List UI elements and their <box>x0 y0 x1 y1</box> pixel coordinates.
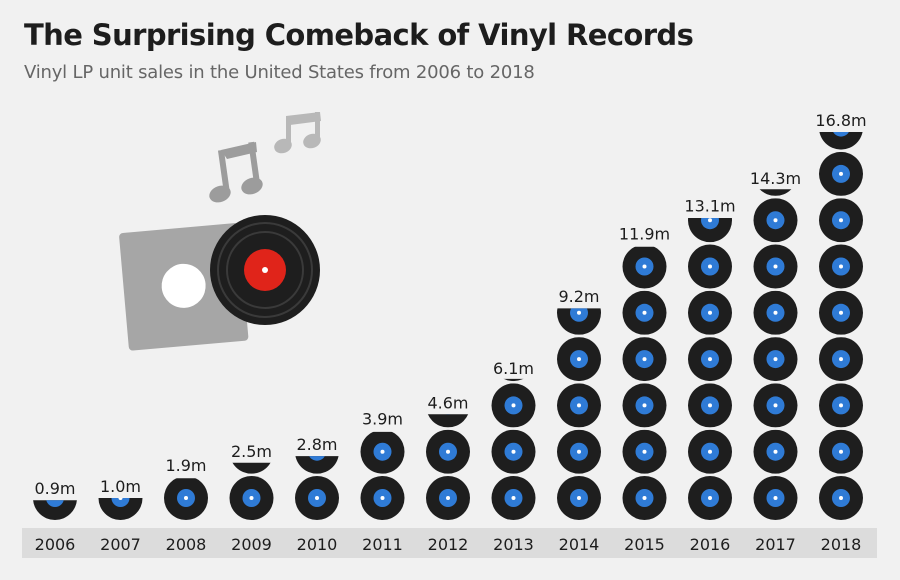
vinyl-record <box>426 476 470 520</box>
vinyl-record <box>232 462 271 474</box>
x-tick-label: 2018 <box>821 535 862 554</box>
x-tick-label: 2016 <box>690 535 731 554</box>
vinyl-record <box>688 218 732 243</box>
record-stack <box>491 378 536 520</box>
vinyl-record <box>688 476 732 520</box>
value-label: 3.9m <box>362 410 403 429</box>
vinyl-record <box>819 290 863 335</box>
x-tick-label: 2010 <box>297 535 338 554</box>
record-stack <box>622 246 667 520</box>
x-tick-label: 2006 <box>35 535 76 554</box>
vinyl-record <box>622 429 667 474</box>
vinyl-record <box>753 383 798 428</box>
value-label: 14.3m <box>750 169 801 188</box>
vinyl-record <box>491 476 536 520</box>
vinyl-record <box>164 478 208 520</box>
vinyl-record <box>819 429 863 474</box>
x-tick-label: 2017 <box>755 535 796 554</box>
vinyl-record <box>295 456 339 474</box>
record-stack <box>33 500 77 520</box>
vinyl-record <box>229 476 274 520</box>
record-stack <box>753 189 798 520</box>
value-label: 0.9m <box>34 479 75 498</box>
music-note-icon <box>209 141 263 203</box>
vinyl-record <box>557 308 601 335</box>
chart-title: The Surprising Comeback of Vinyl Records <box>24 18 694 52</box>
vinyl-record <box>557 429 601 474</box>
vinyl-record <box>753 476 798 520</box>
value-label: 13.1m <box>684 197 735 216</box>
x-tick-label: 2011 <box>362 535 403 554</box>
x-tick-label: 2007 <box>100 535 141 554</box>
vinyl-record <box>688 337 732 382</box>
vinyl-record <box>819 151 863 196</box>
chart-subtitle: Vinyl LP unit sales in the United States… <box>24 62 535 83</box>
x-tick-label: 2009 <box>231 535 272 554</box>
record-stack <box>229 462 274 520</box>
vinyl-record <box>753 244 798 289</box>
vinyl-record <box>360 431 405 474</box>
x-axis-band <box>22 528 877 558</box>
vinyl-record <box>753 198 798 243</box>
record-stack <box>295 456 339 520</box>
vinyl-illustration <box>119 112 321 351</box>
vinyl-record <box>622 476 667 520</box>
vinyl-record <box>688 429 732 474</box>
vinyl-record <box>557 383 601 428</box>
vinyl-record <box>688 290 732 335</box>
vinyl-record <box>753 290 798 335</box>
x-tick-label: 2013 <box>493 535 534 554</box>
music-note-icon <box>274 112 321 154</box>
vinyl-record <box>819 198 863 243</box>
record-stack <box>557 308 601 520</box>
x-tick-label: 2012 <box>428 535 469 554</box>
vinyl-record <box>295 476 339 520</box>
record-stack <box>688 218 732 520</box>
value-label: 2.5m <box>231 442 272 461</box>
value-label: 9.2m <box>558 287 599 306</box>
vinyl-record <box>427 414 469 428</box>
vinyl-record <box>557 337 601 382</box>
vinyl-record <box>360 476 405 520</box>
vinyl-record <box>491 429 536 474</box>
vinyl-record <box>819 244 863 289</box>
record-stack <box>360 431 405 520</box>
vinyl-record <box>426 429 470 474</box>
vinyl-record <box>622 246 667 289</box>
record-stack <box>426 414 470 520</box>
vinyl-record <box>688 383 732 428</box>
value-label: 1.0m <box>100 477 141 496</box>
vinyl-record <box>622 383 667 428</box>
vinyl-record <box>819 337 863 382</box>
vinyl-record <box>753 337 798 382</box>
vinyl-record <box>98 498 143 520</box>
value-label: 4.6m <box>427 394 468 413</box>
value-label: 16.8m <box>815 111 866 130</box>
vinyl-record <box>622 337 667 382</box>
value-label: 6.1m <box>493 359 534 378</box>
vinyl-record <box>753 429 798 474</box>
vinyl-record <box>819 476 863 520</box>
x-tick-label: 2015 <box>624 535 665 554</box>
vinyl-record <box>557 476 601 520</box>
vinyl-record <box>503 378 524 382</box>
value-label: 11.9m <box>619 225 670 244</box>
x-tick-label: 2014 <box>559 535 600 554</box>
vinyl-record <box>622 290 667 335</box>
record-stack <box>164 478 208 520</box>
vinyl-record <box>491 383 536 428</box>
value-label: 1.9m <box>165 456 206 475</box>
vinyl-record-icon <box>210 215 320 325</box>
vinyl-record <box>819 132 863 150</box>
value-label: 2.8m <box>296 435 337 454</box>
vinyl-record <box>819 383 863 428</box>
record-stack <box>98 498 143 520</box>
x-tick-label: 2008 <box>166 535 207 554</box>
vinyl-record <box>688 244 732 289</box>
vinyl-record <box>33 500 77 520</box>
vinyl-record <box>759 189 792 196</box>
record-stack <box>819 132 863 520</box>
